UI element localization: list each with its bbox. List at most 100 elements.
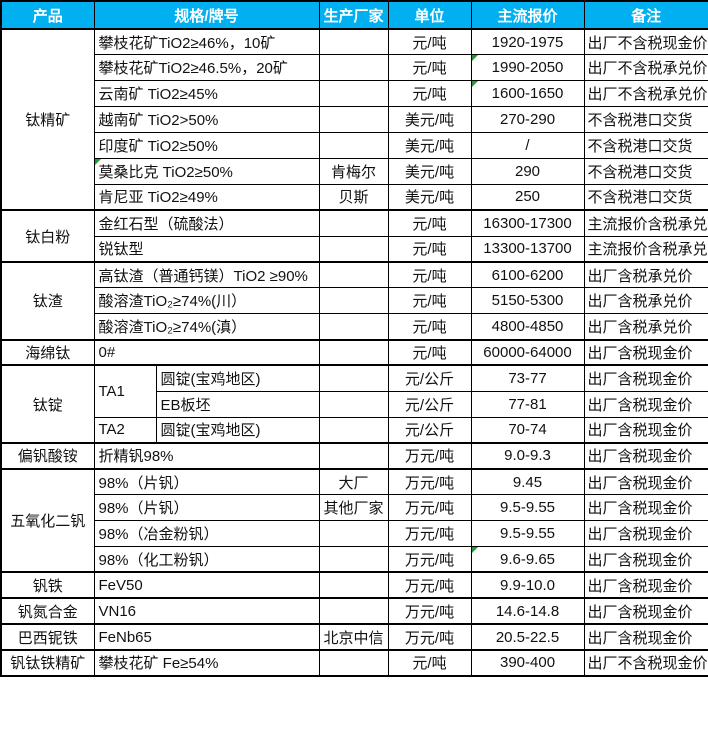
price-cell: 270-290 bbox=[470, 106, 585, 133]
product-cell: 钛锭 bbox=[0, 364, 95, 444]
unit-cell: 元/吨 bbox=[387, 338, 472, 366]
spec-cell: EB板坯 bbox=[155, 390, 320, 418]
maker-cell bbox=[318, 209, 389, 237]
maker-cell bbox=[318, 313, 389, 340]
unit-cell: 元/公斤 bbox=[387, 416, 472, 444]
maker-cell bbox=[318, 287, 389, 315]
price-cell: 70-74 bbox=[470, 416, 585, 444]
price-cell: 1600-1650 bbox=[470, 80, 585, 108]
spec-cell: 圆锭(宝鸡地区) bbox=[155, 416, 320, 444]
note-cell: 出厂含税现金价 bbox=[583, 623, 708, 651]
unit-cell: 万元/吨 bbox=[387, 442, 472, 470]
note-cell: 出厂含税现金价 bbox=[583, 390, 708, 418]
note-cell: 出厂含税现金价 bbox=[583, 364, 708, 392]
spec-cell: 0# bbox=[93, 338, 320, 366]
header-unit: 单位 bbox=[387, 0, 472, 30]
spec-cell: 98%（冶金粉钒） bbox=[93, 520, 320, 547]
table-row: 攀枝花矿TiO2≥46.5%，20矿 元/吨 1990-2050 出厂不含税承兑价 bbox=[1, 54, 708, 82]
maker-cell: 大厂 bbox=[318, 467, 389, 496]
spec-cell: 攀枝花矿TiO2≥46%，10矿 bbox=[93, 28, 320, 56]
note-cell: 出厂不含税现金价 bbox=[583, 28, 708, 56]
unit-cell: 元/公斤 bbox=[387, 390, 472, 418]
unit-cell: 元/吨 bbox=[387, 28, 472, 56]
maker-cell bbox=[318, 28, 389, 56]
price-cell: 9.45 bbox=[470, 467, 585, 496]
spec-cell: FeNb65 bbox=[93, 623, 320, 651]
note-cell: 主流报价含税承兑 bbox=[583, 235, 708, 263]
price-cell: 9.0-9.3 bbox=[470, 442, 585, 470]
maker-cell: 肯梅尔 bbox=[318, 157, 389, 185]
note-cell: 出厂不含税承兑价 bbox=[583, 54, 708, 82]
table-row: TA2 圆锭(宝鸡地区) 元/公斤 70-74 出厂含税现金价 bbox=[1, 416, 708, 444]
spec-cell: 折精钒98% bbox=[93, 442, 320, 470]
unit-cell: 元/吨 bbox=[387, 80, 472, 108]
unit-cell: 美元/吨 bbox=[387, 132, 472, 159]
maker-cell bbox=[318, 546, 389, 573]
table-row: 锐钛型 元/吨 13300-13700 主流报价含税承兑 bbox=[1, 235, 708, 263]
product-cell: 钛渣 bbox=[0, 260, 95, 340]
table-row: 98%（化工粉钒） 万元/吨 9.6-9.65 出厂含税现金价 bbox=[1, 546, 708, 573]
header-product: 产品 bbox=[0, 0, 95, 30]
header-price: 主流报价 bbox=[470, 0, 585, 30]
table-row: 钛白粉 金红石型（硫酸法） 元/吨 16300-17300 主流报价含税承兑 bbox=[0, 209, 708, 263]
table-row: 五氧化二钒 98%（片钒） 大厂 万元/吨 9.45 出厂含税现金价 bbox=[0, 467, 708, 573]
table-row: 印度矿 TiO2≥50% 美元/吨 / 不含税港口交货 bbox=[1, 132, 708, 159]
unit-cell: 万元/吨 bbox=[387, 571, 472, 599]
spec-cell: 印度矿 TiO2≥50% bbox=[93, 132, 320, 159]
unit-cell: 美元/吨 bbox=[387, 183, 472, 211]
maker-cell bbox=[318, 520, 389, 547]
maker-cell bbox=[318, 390, 389, 418]
maker-cell bbox=[318, 649, 389, 677]
maker-cell bbox=[318, 571, 389, 599]
table-row: 98%（冶金粉钒） 万元/吨 9.5-9.55 出厂含税现金价 bbox=[1, 520, 708, 547]
note-cell: 出厂含税现金价 bbox=[583, 597, 708, 625]
table-row: 云南矿 TiO2≥45% 元/吨 1600-1650 出厂不含税承兑价 bbox=[1, 80, 708, 108]
note-cell: 出厂含税承兑价 bbox=[583, 260, 708, 289]
product-cell: 海绵钛 bbox=[0, 338, 95, 366]
note-cell: 出厂含税承兑价 bbox=[583, 287, 708, 315]
unit-cell: 美元/吨 bbox=[387, 106, 472, 133]
spec-cell: 酸溶渣TiO₂≥74%(滇） bbox=[93, 313, 320, 340]
note-cell: 主流报价含税承兑 bbox=[583, 209, 708, 237]
product-cell: 钒铁 bbox=[0, 571, 95, 599]
grade-cell: TA2 bbox=[93, 416, 157, 444]
spec-cell: 金红石型（硫酸法） bbox=[93, 209, 320, 237]
note-cell: 出厂含税现金价 bbox=[583, 442, 708, 470]
unit-cell: 万元/吨 bbox=[387, 623, 472, 651]
maker-cell: 贝斯 bbox=[318, 183, 389, 211]
spec-cell: 98%（片钒） bbox=[93, 467, 320, 496]
note-cell: 出厂含税现金价 bbox=[583, 546, 708, 573]
unit-cell: 万元/吨 bbox=[387, 467, 472, 496]
product-cell: 巴西铌铁 bbox=[0, 623, 95, 651]
comment-marker-icon bbox=[472, 547, 478, 553]
price-cell: 9.5-9.55 bbox=[470, 494, 585, 522]
unit-cell: 元/吨 bbox=[387, 209, 472, 237]
note-cell: 不含税港口交货 bbox=[583, 106, 708, 133]
spec-cell: 酸溶渣TiO₂≥74%(川） bbox=[93, 287, 320, 315]
maker-cell: 北京中信 bbox=[318, 623, 389, 651]
price-cell: / bbox=[470, 132, 585, 159]
maker-cell bbox=[318, 80, 389, 108]
header-row: 产品 规格/牌号 生产厂家 单位 主流报价 备注 bbox=[0, 0, 708, 30]
header-maker: 生产厂家 bbox=[318, 0, 389, 30]
price-cell: 16300-17300 bbox=[470, 209, 585, 237]
price-cell: 250 bbox=[470, 183, 585, 211]
price-cell: 390-400 bbox=[470, 649, 585, 677]
note-cell: 出厂含税现金价 bbox=[583, 416, 708, 444]
product-cell: 钛精矿 bbox=[0, 27, 95, 211]
unit-cell: 万元/吨 bbox=[387, 494, 472, 522]
product-cell: 钛白粉 bbox=[0, 209, 95, 263]
table-row: 钒铁 FeV50 万元/吨 9.9-10.0 出厂含税现金价 bbox=[0, 571, 708, 599]
note-cell: 出厂含税现金价 bbox=[583, 494, 708, 522]
unit-cell: 元/吨 bbox=[387, 260, 472, 289]
spec-cell: FeV50 bbox=[93, 571, 320, 599]
maker-cell bbox=[318, 364, 389, 392]
note-cell: 出厂含税现金价 bbox=[583, 571, 708, 599]
unit-cell: 元/吨 bbox=[387, 54, 472, 82]
spec-cell: 攀枝花矿TiO2≥46.5%，20矿 bbox=[93, 54, 320, 82]
price-cell: 290 bbox=[470, 157, 585, 185]
header-spec: 规格/牌号 bbox=[93, 0, 320, 30]
table-row: 钛精矿 攀枝花矿TiO2≥46%，10矿 元/吨 1920-1975 出厂不含税现金价 bbox=[0, 27, 708, 211]
table-row: EB板坯 元/公斤 77-81 出厂含税现金价 bbox=[1, 390, 708, 418]
table-row: 98%（片钒） 其他厂家 万元/吨 9.5-9.55 出厂含税现金价 bbox=[1, 494, 708, 522]
